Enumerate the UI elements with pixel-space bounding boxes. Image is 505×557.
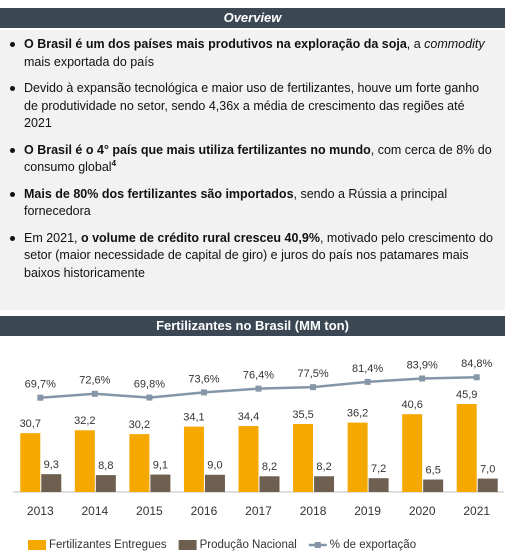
legend-swatch: [314, 542, 321, 548]
bar: [74, 430, 95, 492]
text-run: O Brasil é um dos países mais produtivos…: [24, 37, 407, 51]
bar: [402, 414, 423, 492]
line-marker: [255, 385, 262, 392]
bullet: O Brasil é o 4° país que mais utiliza fe…: [0, 142, 505, 177]
text-run: Mais de 80% dos fertilizantes são import…: [24, 186, 294, 201]
bar: [347, 422, 368, 492]
data-label: 40,6: [401, 399, 422, 411]
text-run: Em 2021,: [24, 230, 81, 245]
data-label: 45,9: [456, 389, 477, 401]
data-label: 69,8%: [134, 378, 165, 390]
x-tick-label: 2016: [191, 504, 218, 518]
data-label: 76,4%: [243, 370, 274, 382]
bar: [41, 474, 62, 492]
data-label: 30,7: [20, 418, 41, 430]
chart: 2013 2014 2015 2016 2017 2018 2019 2020 2021 30,7…: [13, 358, 504, 551]
bar: [20, 433, 41, 492]
data-label: 8,8: [98, 460, 113, 472]
data-label: 84,8%: [461, 358, 492, 370]
x-tick-label: 2019: [354, 504, 381, 518]
legend-label: Fertilizantes Entregues: [49, 539, 167, 551]
legend-swatch: [178, 540, 197, 550]
legend-label: Produção Nacional: [200, 539, 297, 551]
x-tick-label: 2018: [300, 504, 327, 518]
text-run: Devido à expansão tecnológica e maior us…: [24, 81, 480, 130]
chart-title: Fertilizantes no Brasil (MM ton): [0, 316, 505, 336]
line-marker: [37, 394, 44, 401]
line-marker: [146, 394, 153, 401]
text-run: O Brasil é o 4° país que mais utiliza fe…: [24, 142, 371, 157]
bullet: O Brasil é um dos países mais produtivos…: [0, 36, 505, 71]
x-tick-label: 2013: [27, 504, 54, 518]
data-label: 72,6%: [79, 375, 110, 387]
x-tick-label: 2020: [409, 504, 436, 518]
line-marker: [473, 374, 480, 381]
x-tick-label: 2017: [245, 504, 272, 518]
legend-label: % de exportação: [330, 539, 416, 551]
line-marker: [364, 378, 371, 385]
bar: [183, 426, 204, 492]
bar: [150, 474, 171, 492]
data-label: 7,0: [480, 463, 495, 475]
data-label: 8,2: [262, 461, 277, 473]
line-marker: [91, 390, 98, 397]
text-run: mais exportada do país: [24, 54, 154, 69]
x-tick-label: 2015: [136, 504, 163, 518]
bar: [456, 404, 477, 492]
bar: [477, 478, 498, 492]
text-run: o volume de crédito rural cresceu 40,9%: [80, 230, 320, 245]
data-label: 9,1: [153, 459, 168, 471]
bullet: Em 2021, o volume de crédito rural cresc…: [0, 230, 505, 283]
data-label: 9,3: [44, 459, 59, 471]
text-run: commodity: [424, 37, 485, 51]
bar: [129, 434, 150, 492]
text-run: 4: [111, 158, 117, 168]
x-tick-label: 2014: [81, 504, 108, 518]
bar: [238, 426, 259, 492]
bullet: Devido à expansão tecnológica e maior us…: [0, 80, 505, 133]
text-run: , motivado pelo crescimento do setor (ma…: [24, 230, 493, 280]
bullet-list: O Brasil é um dos países mais produtivos…: [0, 30, 505, 310]
line-marker: [419, 375, 426, 382]
data-label: 7,2: [371, 463, 386, 475]
bar: [95, 475, 116, 492]
data-label: 77,5%: [297, 368, 328, 380]
bar: [204, 474, 225, 492]
data-label: 69,7%: [25, 379, 56, 391]
text-run: , sendo a Rússia a principal fornecedora: [24, 186, 448, 219]
data-label: 6,5: [426, 464, 441, 476]
legend-swatch: [28, 540, 46, 550]
line-marker: [310, 384, 317, 391]
bar: [423, 479, 444, 492]
data-label: 73,6%: [188, 373, 219, 385]
line-marker: [200, 389, 207, 396]
bar: [259, 476, 280, 492]
data-label: 34,4: [238, 411, 259, 423]
data-label: 32,2: [74, 415, 95, 427]
bar: [368, 478, 389, 492]
text-run: , com cerca de 8% do consumo global: [24, 142, 492, 175]
bar: [293, 423, 314, 492]
x-tick-label: 2021: [463, 504, 490, 518]
data-label: 81,4%: [352, 363, 383, 375]
text-run: , a: [406, 37, 425, 51]
bar: [314, 476, 335, 492]
data-label: 34,1: [183, 412, 204, 424]
data-label: 35,5: [292, 409, 313, 421]
data-label: 83,9%: [407, 359, 438, 371]
data-label: 36,2: [347, 408, 368, 420]
data-label: 30,2: [129, 419, 150, 431]
data-label: 8,2: [316, 461, 331, 473]
bullet: Mais de 80% dos fertilizantes são import…: [0, 186, 505, 221]
data-label: 9,0: [207, 460, 222, 472]
section-header: Overview: [0, 8, 505, 28]
